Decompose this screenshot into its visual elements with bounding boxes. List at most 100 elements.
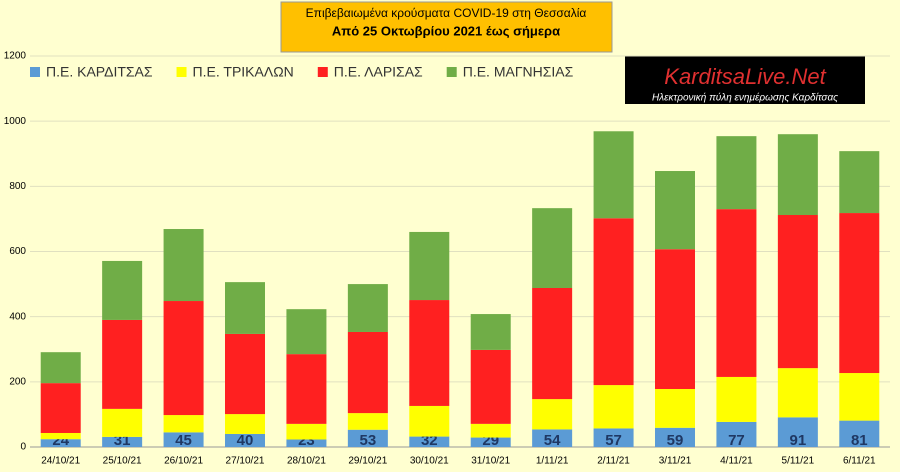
x-tick-label: 28/10/21 <box>287 456 326 467</box>
bar-segment <box>470 314 511 350</box>
bar-segment <box>347 413 388 430</box>
bar-segment <box>839 420 880 447</box>
legend-label: Π.Ε. ΚΑΡΔΙΤΣΑΣ <box>46 64 153 80</box>
x-tick-label: 24/10/21 <box>41 456 80 467</box>
bar-segment <box>225 414 265 434</box>
bar-segment <box>655 249 695 390</box>
bar-segment <box>839 151 880 214</box>
bar-segment <box>470 423 511 438</box>
x-tick-label: 25/10/21 <box>103 456 142 467</box>
x-tick-label: 6/11/21 <box>843 456 876 467</box>
bar-segment <box>593 385 634 429</box>
x-tick-label: 31/10/21 <box>471 456 510 467</box>
data-label: 91 <box>790 432 807 449</box>
bar-segment <box>716 421 757 447</box>
data-label: 45 <box>175 432 192 449</box>
bar-segment <box>655 427 695 447</box>
bar-segment <box>163 229 204 302</box>
legend-label: Π.Ε. ΛΑΡΙΣΑΣ <box>334 64 423 80</box>
bar-segment <box>102 260 143 320</box>
chart-subtitle: Από 25 Οκτωβρίου 2021 έως σήμερα <box>332 23 560 38</box>
bar-segment <box>40 352 81 384</box>
legend-swatch <box>176 67 187 77</box>
bar-segment <box>102 436 143 447</box>
bar-segment <box>163 432 204 447</box>
bar-segment <box>532 399 573 430</box>
bar-segment <box>225 333 265 415</box>
bar-segment <box>716 136 757 210</box>
data-label: 57 <box>605 432 622 449</box>
bar-segment <box>102 319 143 409</box>
data-label: 40 <box>237 432 254 449</box>
bar-segment <box>40 432 81 440</box>
bar-segment <box>839 213 880 374</box>
data-label: 53 <box>360 432 377 449</box>
x-tick-label: 26/10/21 <box>164 456 203 467</box>
data-label: 59 <box>667 432 684 449</box>
bar-segment <box>839 373 880 421</box>
bar-segment <box>777 215 818 369</box>
x-tick-label: 30/10/21 <box>410 456 449 467</box>
data-label: 54 <box>544 432 561 449</box>
x-tick-label: 1/11/21 <box>536 456 569 467</box>
bar-segment <box>716 376 757 422</box>
bar-segment <box>777 417 818 447</box>
logo-subtitle: Ηλεκτρονική πύλη ενημέρωσης Καρδίτσας <box>652 92 838 104</box>
bar-segment <box>593 428 634 447</box>
bar-segment <box>163 301 204 416</box>
bar-segment <box>409 405 450 437</box>
bar-segment <box>347 429 388 447</box>
bar-segment <box>655 389 695 428</box>
x-tick-label: 3/11/21 <box>659 456 692 467</box>
bar-segment <box>163 415 204 433</box>
legend-label: Π.Ε. ΜΑΓΝΗΣΙΑΣ <box>463 64 574 80</box>
bar-segment <box>470 437 511 447</box>
bar-segment <box>286 439 327 447</box>
bar-segment <box>225 282 265 334</box>
legend-swatch <box>30 67 40 77</box>
y-tick-label: 1000 <box>4 116 27 127</box>
bar-segment <box>409 436 450 447</box>
bar-segment <box>777 368 818 418</box>
bar-segment <box>593 218 634 386</box>
bar-segment <box>40 439 81 447</box>
bar-segment <box>655 171 695 250</box>
legend-swatch <box>317 67 328 77</box>
y-tick-label: 0 <box>20 442 26 453</box>
bar-segment <box>777 134 818 216</box>
bar-segment <box>532 429 573 447</box>
data-label: 81 <box>851 432 868 449</box>
y-tick-label: 600 <box>9 246 26 257</box>
bar-segment <box>347 331 388 414</box>
bar-segment <box>593 131 634 219</box>
legend-swatch <box>446 67 457 77</box>
x-tick-label: 4/11/21 <box>720 456 753 467</box>
bar-segment <box>409 231 450 301</box>
bar-segment <box>470 349 511 424</box>
bar-segment <box>532 287 573 400</box>
chart-title: Επιβεβαιωμένα κρούσματα COVID-19 στη Θεσ… <box>306 6 587 20</box>
bar-segment <box>286 423 327 440</box>
bar-segment <box>286 354 327 424</box>
x-tick-label: 27/10/21 <box>226 456 265 467</box>
logo: KarditsaLive.Net <box>664 64 826 89</box>
bar-segment <box>286 309 327 355</box>
bar-segment <box>40 383 81 433</box>
x-tick-label: 2/11/21 <box>597 456 630 467</box>
legend-label: Π.Ε. ΤΡΙΚΑΛΩΝ <box>193 64 294 80</box>
y-tick-label: 800 <box>9 181 26 192</box>
y-tick-label: 400 <box>9 311 26 322</box>
y-tick-label: 200 <box>9 376 26 387</box>
x-tick-label: 5/11/21 <box>782 456 815 467</box>
bar-segment <box>102 408 143 437</box>
y-tick-label: 1200 <box>4 51 27 62</box>
bar-segment <box>716 209 757 377</box>
data-label: 77 <box>728 432 745 449</box>
bar-segment <box>225 433 265 447</box>
logo-box <box>625 56 865 104</box>
bar-segment <box>409 300 450 406</box>
title-box <box>280 1 613 53</box>
bar-segment <box>347 284 388 332</box>
bar-segment <box>532 208 573 288</box>
